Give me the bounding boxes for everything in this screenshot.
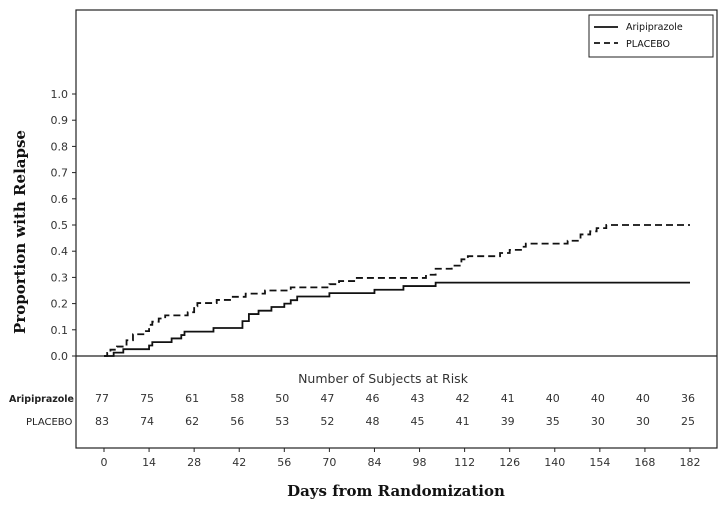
risk-value: 61: [185, 392, 199, 405]
risk-value: 36: [681, 392, 695, 405]
x-tick-label: 154: [589, 456, 610, 469]
risk-value: 30: [636, 415, 650, 428]
risk-value: 30: [591, 415, 605, 428]
x-tick-label: 0: [101, 456, 108, 469]
risk-value: 53: [275, 415, 289, 428]
plot-frame: [75, 9, 718, 449]
y-tick-label: 1.0: [51, 88, 69, 101]
y-tick-label: 0.8: [51, 140, 69, 153]
y-tick-label: 0.6: [51, 193, 69, 206]
risk-value: 46: [365, 392, 379, 405]
risk-value: 47: [320, 392, 334, 405]
risk-value: 40: [546, 392, 560, 405]
x-axis: 0 14 28 42 56 70 84 98 112 126 140 154 168 182: [101, 448, 701, 469]
risk-table-title: Number of Subjects at Risk: [298, 371, 469, 386]
risk-value: 48: [365, 415, 379, 428]
x-tick-label: 98: [413, 456, 427, 469]
risk-value: 40: [636, 392, 650, 405]
x-tick-label: 168: [634, 456, 655, 469]
risk-value: 39: [501, 415, 515, 428]
legend-label-aripiprazole: Aripiprazole: [626, 22, 683, 33]
risk-value: 52: [320, 415, 334, 428]
legend: Aripiprazole PLACEBO: [588, 14, 714, 58]
legend-box: [588, 14, 714, 58]
series-line-aripiprazole: [104, 281, 690, 357]
risk-value: 62: [185, 415, 199, 428]
y-axis-label: Proportion with Relapse: [11, 130, 29, 334]
y-tick-label: 0.4: [51, 245, 69, 258]
risk-value: 50: [275, 392, 289, 405]
y-axis: 0.0 0.1 0.2 0.3 0.4 0.5 0.6 0.7 0.8 0.9 1.0: [51, 88, 76, 363]
risk-value: 40: [591, 392, 605, 405]
risk-value: 56: [230, 415, 244, 428]
x-tick-label: 70: [322, 456, 336, 469]
risk-value: 43: [411, 392, 425, 405]
risk-row-label: PLACEBO: [26, 417, 72, 428]
x-axis-label: Days from Randomization: [287, 482, 505, 500]
x-tick-label: 84: [367, 456, 381, 469]
risk-value: 74: [140, 415, 154, 428]
risk-value: 83: [95, 415, 109, 428]
y-tick-label: 0.0: [51, 350, 69, 363]
x-tick-label: 56: [277, 456, 291, 469]
risk-value: 58: [230, 392, 244, 405]
y-tick-label: 0.7: [51, 167, 69, 180]
risk-value: 41: [501, 392, 515, 405]
x-tick-label: 112: [454, 456, 475, 469]
y-tick-label: 0.3: [51, 271, 69, 284]
risk-row-label: Aripiprazole: [9, 394, 74, 405]
risk-table: Number of Subjects at Risk Aripiprazole 77…: [9, 371, 695, 428]
y-tick-label: 0.9: [51, 114, 69, 127]
series-line-placebo: [104, 224, 690, 357]
risk-value: 42: [456, 392, 470, 405]
x-tick-label: 140: [544, 456, 565, 469]
x-tick-label: 42: [232, 456, 246, 469]
risk-value: 41: [456, 415, 470, 428]
series-layer: [104, 224, 690, 357]
x-tick-label: 182: [680, 456, 701, 469]
y-tick-label: 0.2: [51, 298, 69, 311]
risk-value: 77: [95, 392, 109, 405]
y-tick-label: 0.5: [51, 219, 69, 232]
x-tick-label: 126: [499, 456, 520, 469]
risk-value: 25: [681, 415, 695, 428]
legend-label-placebo: PLACEBO: [626, 39, 670, 50]
x-tick-label: 14: [142, 456, 156, 469]
risk-value: 45: [411, 415, 425, 428]
risk-value: 75: [140, 392, 154, 405]
risk-value: 35: [546, 415, 560, 428]
x-tick-label: 28: [187, 456, 201, 469]
y-tick-label: 0.1: [51, 324, 69, 337]
